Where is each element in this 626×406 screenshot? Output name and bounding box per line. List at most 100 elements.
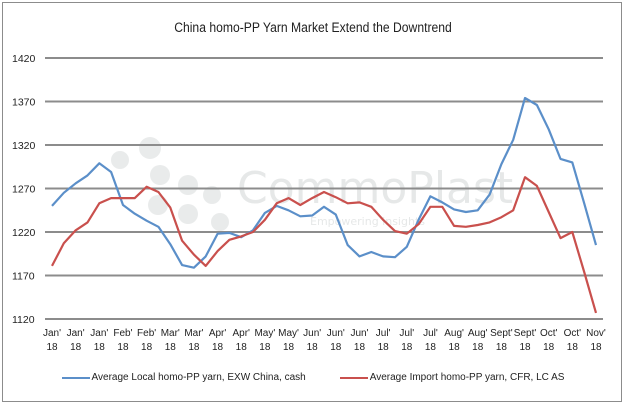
legend-label-local: Average Local homo-PP yarn, EXW China, c… [91, 372, 306, 383]
x-tick-label: Apr' 18 [232, 328, 250, 353]
legend-item-import: Average Import homo-PP yarn, CFR, LC AS [339, 372, 565, 383]
x-tick-month: Apr' [232, 328, 250, 339]
x-tick-label: Oct' 18 [564, 328, 582, 353]
legend-label-import: Average Import homo-PP yarn, CFR, LC AS [369, 372, 565, 383]
watermark-logo-dot [150, 165, 170, 185]
x-tick-month: Jun' [303, 328, 321, 339]
x-tick-year: 18 [590, 342, 602, 353]
x-tick-year: 18 [425, 342, 437, 353]
y-tick-label: 1120 [12, 314, 35, 326]
legend-swatch-import [339, 376, 368, 379]
x-tick-year: 18 [330, 342, 342, 353]
x-tick-year: 18 [141, 342, 153, 353]
x-tick-label: Mar' 18 [184, 328, 203, 353]
x-tick-month: Feb' [137, 328, 156, 339]
x-tick-year: 18 [567, 342, 579, 353]
x-tick-year: 18 [236, 342, 248, 353]
x-tick-year: 18 [378, 342, 390, 353]
x-tick-label: Jun' 18 [303, 328, 321, 353]
x-tick-year: 18 [519, 342, 531, 353]
x-tick-year: 18 [46, 342, 58, 353]
watermark-logo-dot [111, 151, 129, 169]
x-tick-label: May' 18 [278, 328, 299, 353]
watermark-tagline: Empowering insights [310, 215, 425, 228]
x-tick-month: Aug' [468, 328, 488, 339]
x-tick-label: Jan' 18 [67, 328, 85, 353]
x-tick-label: Aug' 18 [468, 328, 488, 353]
x-tick-year: 18 [449, 342, 461, 353]
x-tick-month: Jan' [43, 328, 61, 339]
x-tick-year: 18 [496, 342, 508, 353]
x-tick-label: Jul' 18 [399, 328, 414, 353]
x-tick-year: 18 [401, 342, 413, 353]
watermark-logo-dot [178, 175, 198, 195]
x-tick-month: Sept' [490, 328, 513, 339]
x-tick-label: Sept' 18 [490, 328, 513, 353]
x-tick-label: May' 18 [254, 328, 275, 353]
x-tick-year: 18 [259, 342, 271, 353]
x-tick-month: May' [254, 328, 275, 339]
x-tick-label: Sept' 18 [514, 328, 537, 353]
x-tick-month: Jan' [90, 328, 108, 339]
x-tick-label: Jun' 18 [350, 328, 368, 353]
x-tick-month: Sept' [514, 328, 537, 339]
x-tick-label: Apr' 18 [209, 328, 227, 353]
y-axis-ticks: 1120 1170 1220 1270 1320 1370 1420 [12, 53, 36, 326]
legend: Average Local homo-PP yarn, EXW China, c… [0, 372, 626, 383]
x-tick-month: Jul' [376, 328, 391, 339]
legend-item-local: Average Local homo-PP yarn, EXW China, c… [61, 372, 306, 383]
x-tick-year: 18 [307, 342, 319, 353]
series-line-import [51, 176, 598, 314]
x-tick-month: Jul' [423, 328, 438, 339]
x-tick-label: Oct' 18 [540, 328, 558, 353]
series-line-local [51, 96, 598, 269]
x-tick-label: Feb' 18 [137, 328, 156, 353]
watermark: CommoPlast Empowering insights [111, 137, 513, 231]
x-tick-year: 18 [117, 342, 129, 353]
x-tick-month: Jun' [350, 328, 368, 339]
y-tick-label: 1420 [12, 53, 36, 65]
x-tick-year: 18 [94, 342, 106, 353]
y-tick-label: 1370 [12, 97, 36, 109]
watermark-logo-dot [211, 213, 229, 231]
watermark-logo-dot [203, 186, 221, 204]
x-tick-label: Aug' 18 [444, 328, 464, 353]
x-axis-ticks: Jan'18Jan'18Jan'18Feb'18Feb'18Mar'18Mar'… [43, 328, 606, 353]
series-lines [51, 96, 598, 314]
x-tick-month: Mar' [161, 328, 180, 339]
x-tick-label: Nov' 18 [586, 328, 606, 353]
x-tick-month: Jun' [327, 328, 345, 339]
x-tick-month: Aug' [444, 328, 464, 339]
legend-swatch-local [61, 376, 90, 379]
x-tick-year: 18 [212, 342, 224, 353]
x-tick-year: 18 [283, 342, 295, 353]
y-tick-label: 1220 [12, 227, 36, 239]
gridlines [45, 57, 603, 320]
x-tick-year: 18 [543, 342, 555, 353]
x-tick-month: Feb' [113, 328, 132, 339]
x-tick-year: 18 [354, 342, 366, 353]
y-tick-label: 1170 [12, 271, 35, 283]
x-tick-label: Jan' 18 [90, 328, 108, 353]
x-tick-month: Mar' [184, 328, 203, 339]
x-tick-month: May' [278, 328, 299, 339]
y-tick-label: 1270 [12, 184, 36, 196]
x-tick-label: Feb' 18 [113, 328, 132, 353]
x-tick-month: Apr' [209, 328, 227, 339]
y-tick-label: 1320 [12, 140, 36, 152]
x-tick-label: Mar' 18 [161, 328, 180, 353]
x-tick-label: Jun' 18 [327, 328, 345, 353]
x-tick-label: Jul' 18 [376, 328, 391, 353]
x-tick-label: Jul' 18 [423, 328, 438, 353]
x-tick-year: 18 [188, 342, 200, 353]
watermark-logo-dot [139, 137, 161, 159]
x-tick-month: Oct' [540, 328, 558, 339]
x-tick-month: Jul' [399, 328, 414, 339]
watermark-logo-dot [148, 195, 168, 215]
x-tick-month: Jan' [67, 328, 85, 339]
x-tick-month: Nov' [586, 328, 606, 339]
x-tick-month: Oct' [564, 328, 582, 339]
x-tick-year: 18 [472, 342, 484, 353]
x-tick-year: 18 [165, 342, 177, 353]
